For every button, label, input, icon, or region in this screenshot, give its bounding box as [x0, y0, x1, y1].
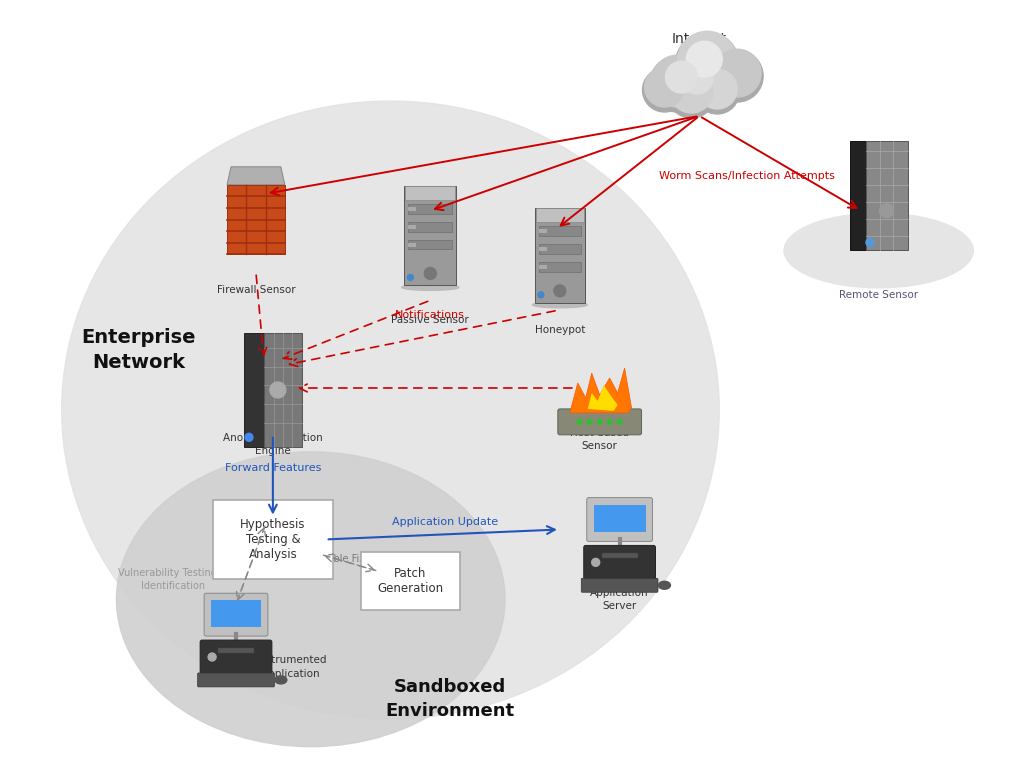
Circle shape [643, 68, 686, 112]
Text: Internet: Internet [672, 32, 727, 46]
Ellipse shape [658, 581, 671, 589]
Circle shape [697, 69, 737, 109]
Circle shape [676, 32, 740, 96]
FancyBboxPatch shape [200, 640, 272, 674]
Text: Passive Sensor: Passive Sensor [391, 315, 470, 325]
Ellipse shape [275, 676, 286, 684]
FancyBboxPatch shape [539, 226, 581, 236]
FancyBboxPatch shape [539, 262, 581, 272]
Circle shape [607, 419, 612, 424]
FancyBboxPatch shape [581, 578, 658, 592]
Ellipse shape [62, 101, 719, 719]
FancyBboxPatch shape [558, 409, 642, 434]
Circle shape [424, 268, 437, 279]
Ellipse shape [116, 451, 505, 747]
FancyBboxPatch shape [593, 504, 646, 532]
Circle shape [665, 62, 697, 93]
Polygon shape [570, 368, 631, 413]
Circle shape [270, 382, 286, 398]
FancyBboxPatch shape [227, 185, 285, 255]
Ellipse shape [402, 285, 458, 291]
Text: Notifications: Notifications [396, 310, 466, 320]
Circle shape [670, 69, 714, 113]
Circle shape [554, 285, 565, 297]
Text: Firewall Sensor: Firewall Sensor [216, 285, 296, 295]
Text: Honeypot: Honeypot [535, 325, 585, 335]
Circle shape [577, 419, 582, 424]
Text: Sandboxed
Environment: Sandboxed Environment [385, 678, 515, 720]
FancyBboxPatch shape [536, 208, 584, 222]
Text: Instrumented
Application: Instrumented Application [255, 655, 327, 678]
FancyBboxPatch shape [198, 673, 274, 687]
FancyBboxPatch shape [408, 221, 452, 231]
Circle shape [245, 433, 253, 441]
Circle shape [652, 55, 703, 107]
Circle shape [617, 419, 622, 424]
Circle shape [866, 238, 873, 247]
FancyBboxPatch shape [539, 229, 547, 233]
Text: Application
Server: Application Server [590, 588, 649, 611]
FancyBboxPatch shape [602, 554, 638, 558]
Circle shape [650, 56, 706, 112]
Circle shape [695, 70, 740, 114]
FancyBboxPatch shape [408, 207, 416, 211]
FancyBboxPatch shape [535, 208, 585, 303]
Circle shape [712, 50, 763, 102]
Circle shape [408, 275, 413, 281]
Circle shape [880, 204, 894, 218]
Circle shape [645, 67, 684, 107]
Ellipse shape [784, 213, 973, 288]
FancyBboxPatch shape [539, 265, 547, 269]
FancyBboxPatch shape [587, 498, 652, 541]
FancyBboxPatch shape [360, 552, 460, 610]
Text: Vulnerability Testing &
Identification: Vulnerability Testing & Identification [118, 568, 228, 591]
Text: Application Update: Application Update [392, 517, 499, 527]
FancyBboxPatch shape [405, 186, 456, 285]
Text: Patch
Generation: Patch Generation [377, 568, 444, 595]
FancyBboxPatch shape [850, 141, 866, 251]
FancyBboxPatch shape [539, 247, 547, 251]
FancyBboxPatch shape [265, 333, 302, 448]
Circle shape [587, 419, 592, 424]
Text: Enterprise
Network: Enterprise Network [81, 328, 196, 372]
Circle shape [680, 63, 715, 99]
Text: Possible Fix Generation: Possible Fix Generation [309, 554, 422, 564]
FancyBboxPatch shape [408, 242, 416, 247]
Circle shape [597, 419, 603, 424]
Text: Remote Sensor: Remote Sensor [839, 291, 918, 301]
Text: Forward Features: Forward Features [225, 463, 321, 473]
FancyBboxPatch shape [408, 239, 452, 249]
FancyBboxPatch shape [218, 648, 254, 653]
Circle shape [208, 653, 216, 661]
Circle shape [714, 49, 761, 97]
FancyBboxPatch shape [204, 593, 268, 636]
FancyBboxPatch shape [866, 141, 907, 251]
FancyBboxPatch shape [539, 244, 581, 254]
FancyBboxPatch shape [244, 333, 265, 448]
Polygon shape [227, 167, 285, 185]
FancyBboxPatch shape [211, 601, 261, 628]
Circle shape [591, 558, 599, 566]
Circle shape [667, 70, 715, 118]
Text: Worm Scans/Infection Attempts: Worm Scans/Infection Attempts [659, 171, 835, 181]
FancyBboxPatch shape [213, 500, 333, 579]
Text: Host-based
Sensor: Host-based Sensor [571, 428, 629, 451]
Circle shape [678, 32, 737, 91]
FancyBboxPatch shape [406, 186, 455, 200]
Circle shape [686, 42, 722, 77]
FancyBboxPatch shape [408, 225, 416, 228]
Ellipse shape [533, 301, 587, 308]
FancyBboxPatch shape [408, 204, 452, 214]
FancyBboxPatch shape [584, 545, 655, 579]
Text: Hypothesis
Testing &
Analysis: Hypothesis Testing & Analysis [240, 518, 306, 561]
Circle shape [538, 292, 544, 298]
Polygon shape [588, 385, 618, 411]
Circle shape [682, 62, 714, 94]
Text: Anomaly Detection
Engine: Anomaly Detection Engine [224, 433, 322, 456]
